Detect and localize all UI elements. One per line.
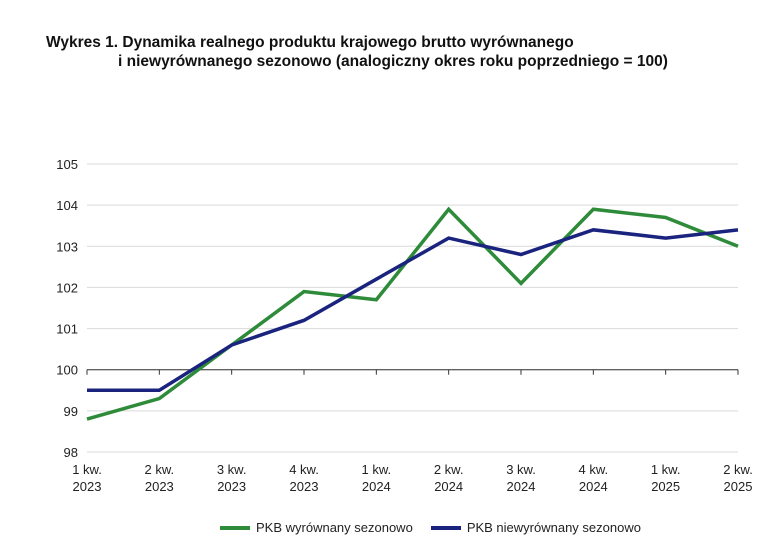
x-tick-label: 2 kw. 2025 — [723, 462, 753, 494]
y-tick-label: 101 — [56, 322, 78, 337]
chart-title: Wykres 1. Dynamika realnego produktu kra… — [46, 33, 668, 71]
y-tick-label: 102 — [56, 280, 78, 295]
x-tick-label: 1 kw. 2025 — [651, 462, 681, 494]
legend-item-not-adjusted: PKB niewyrównany sezonowo — [430, 520, 641, 535]
x-tick-label: 2 kw. 2024 — [434, 462, 464, 494]
title-line-2: i niewyrównanego sezonowo (analogiczny o… — [118, 53, 668, 70]
y-tick-label: 98 — [64, 445, 78, 460]
x-tick-label: 3 kw. 2024 — [506, 462, 536, 494]
y-tick-label: 104 — [56, 198, 78, 213]
x-tick-label: 3 kw. 2023 — [217, 462, 247, 494]
x-tick-label: 4 kw. 2023 — [289, 462, 319, 494]
x-tick-label: 1 kw. 2024 — [362, 462, 392, 494]
legend-label: PKB wyrównany sezonowo — [256, 520, 413, 535]
title-line-1: Wykres 1. Dynamika realnego produktu kra… — [46, 34, 574, 51]
y-tick-label: 100 — [56, 363, 78, 378]
legend: PKB wyrównany sezonowo PKB niewyrównany … — [220, 520, 641, 535]
series-line-1 — [87, 228, 739, 393]
y-tick-label: 103 — [56, 239, 78, 254]
legend-swatch — [220, 525, 250, 530]
y-tick-label: 99 — [64, 404, 78, 419]
y-tick-label: 105 — [56, 157, 78, 172]
x-tick-label: 2 kw. 2023 — [145, 462, 175, 494]
series-line-0 — [86, 206, 739, 421]
legend-swatch — [430, 525, 461, 530]
legend-item-seasonally-adjusted: PKB wyrównany sezonowo — [220, 520, 413, 535]
x-tick-label: 4 kw. 2024 — [579, 462, 609, 494]
legend-label: PKB niewyrównany sezonowo — [466, 520, 641, 535]
x-tick-label: 1 kw. 2023 — [72, 462, 102, 494]
